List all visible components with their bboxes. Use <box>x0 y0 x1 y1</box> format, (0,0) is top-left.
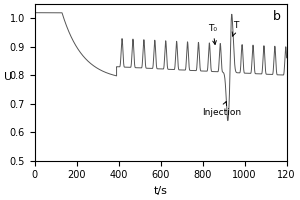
Y-axis label: U: U <box>4 72 12 82</box>
Text: T₀: T₀ <box>208 24 217 44</box>
Text: b: b <box>272 10 280 23</box>
Text: T: T <box>232 21 239 36</box>
Text: Injection: Injection <box>202 102 241 117</box>
X-axis label: t/s: t/s <box>154 186 168 196</box>
